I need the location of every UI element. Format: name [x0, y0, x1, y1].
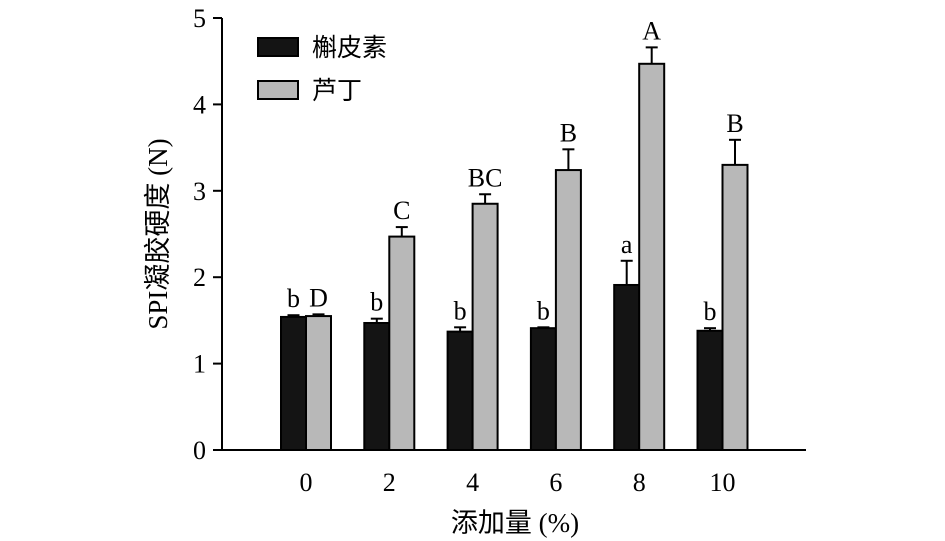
significance-label-series-2-0: D	[309, 283, 328, 312]
significance-label-series-1-3: b	[537, 296, 550, 325]
significance-label-series-2-5: B	[726, 109, 743, 138]
x-tick-label-0: 0	[300, 468, 313, 497]
y-tick-label-0: 0	[193, 436, 206, 465]
significance-label-series-1-4: a	[621, 230, 633, 259]
significance-label-series-1-0: b	[287, 284, 300, 313]
significance-label-series-2-2: BC	[468, 163, 503, 192]
legend-swatch-series-2	[257, 80, 299, 100]
y-tick-label-4: 4	[193, 90, 206, 119]
bar-series-1-2	[446, 330, 474, 451]
legend: 槲皮素 芦丁	[257, 33, 387, 105]
y-tick-label-2: 2	[193, 263, 206, 292]
bar-series-1-1	[363, 321, 391, 452]
significance-label-series-2-1: C	[393, 196, 410, 225]
significance-label-series-1-1: b	[370, 288, 383, 317]
y-axis-title: SPI凝胶硬度 (N)	[143, 138, 173, 329]
significance-label-series-2-4: A	[642, 16, 661, 45]
significance-label-series-1-5: b	[704, 297, 717, 326]
y-tick-label-5: 5	[193, 4, 206, 33]
x-tick-label-2: 4	[466, 468, 479, 497]
bar-series-1-4	[613, 283, 641, 452]
bar-series-2-2	[471, 202, 499, 451]
bar-series-2-0	[305, 315, 332, 451]
legend-swatch-series-1	[257, 37, 299, 57]
bar-series-2-4	[638, 62, 666, 452]
bar-series-2-1	[388, 235, 416, 451]
bar-series-1-5	[696, 329, 724, 452]
bar-series-1-3	[529, 327, 557, 451]
significance-label-series-2-3: B	[560, 118, 577, 147]
x-axis-title: 添加量 (%)	[451, 508, 579, 538]
x-tick-label-3: 6	[549, 468, 562, 497]
x-ticks: 0 2 4 6 8 10	[300, 468, 736, 497]
y-tick-label-1: 1	[193, 350, 206, 379]
legend-label-series-1: 槲皮素	[312, 33, 387, 62]
significance-label-series-1-2: b	[454, 296, 467, 325]
y-ticks: 0 1 2 3 4 5	[193, 4, 222, 465]
bar-series-1-0	[280, 315, 307, 451]
x-tick-label-5: 10	[710, 468, 736, 497]
x-tick-label-4: 8	[633, 468, 646, 497]
bar-series-2-5	[721, 163, 749, 451]
legend-label-series-2: 芦丁	[312, 76, 362, 105]
x-tick-label-1: 2	[383, 468, 396, 497]
y-tick-label-3: 3	[193, 177, 206, 206]
bar-series-2-3	[554, 169, 582, 451]
